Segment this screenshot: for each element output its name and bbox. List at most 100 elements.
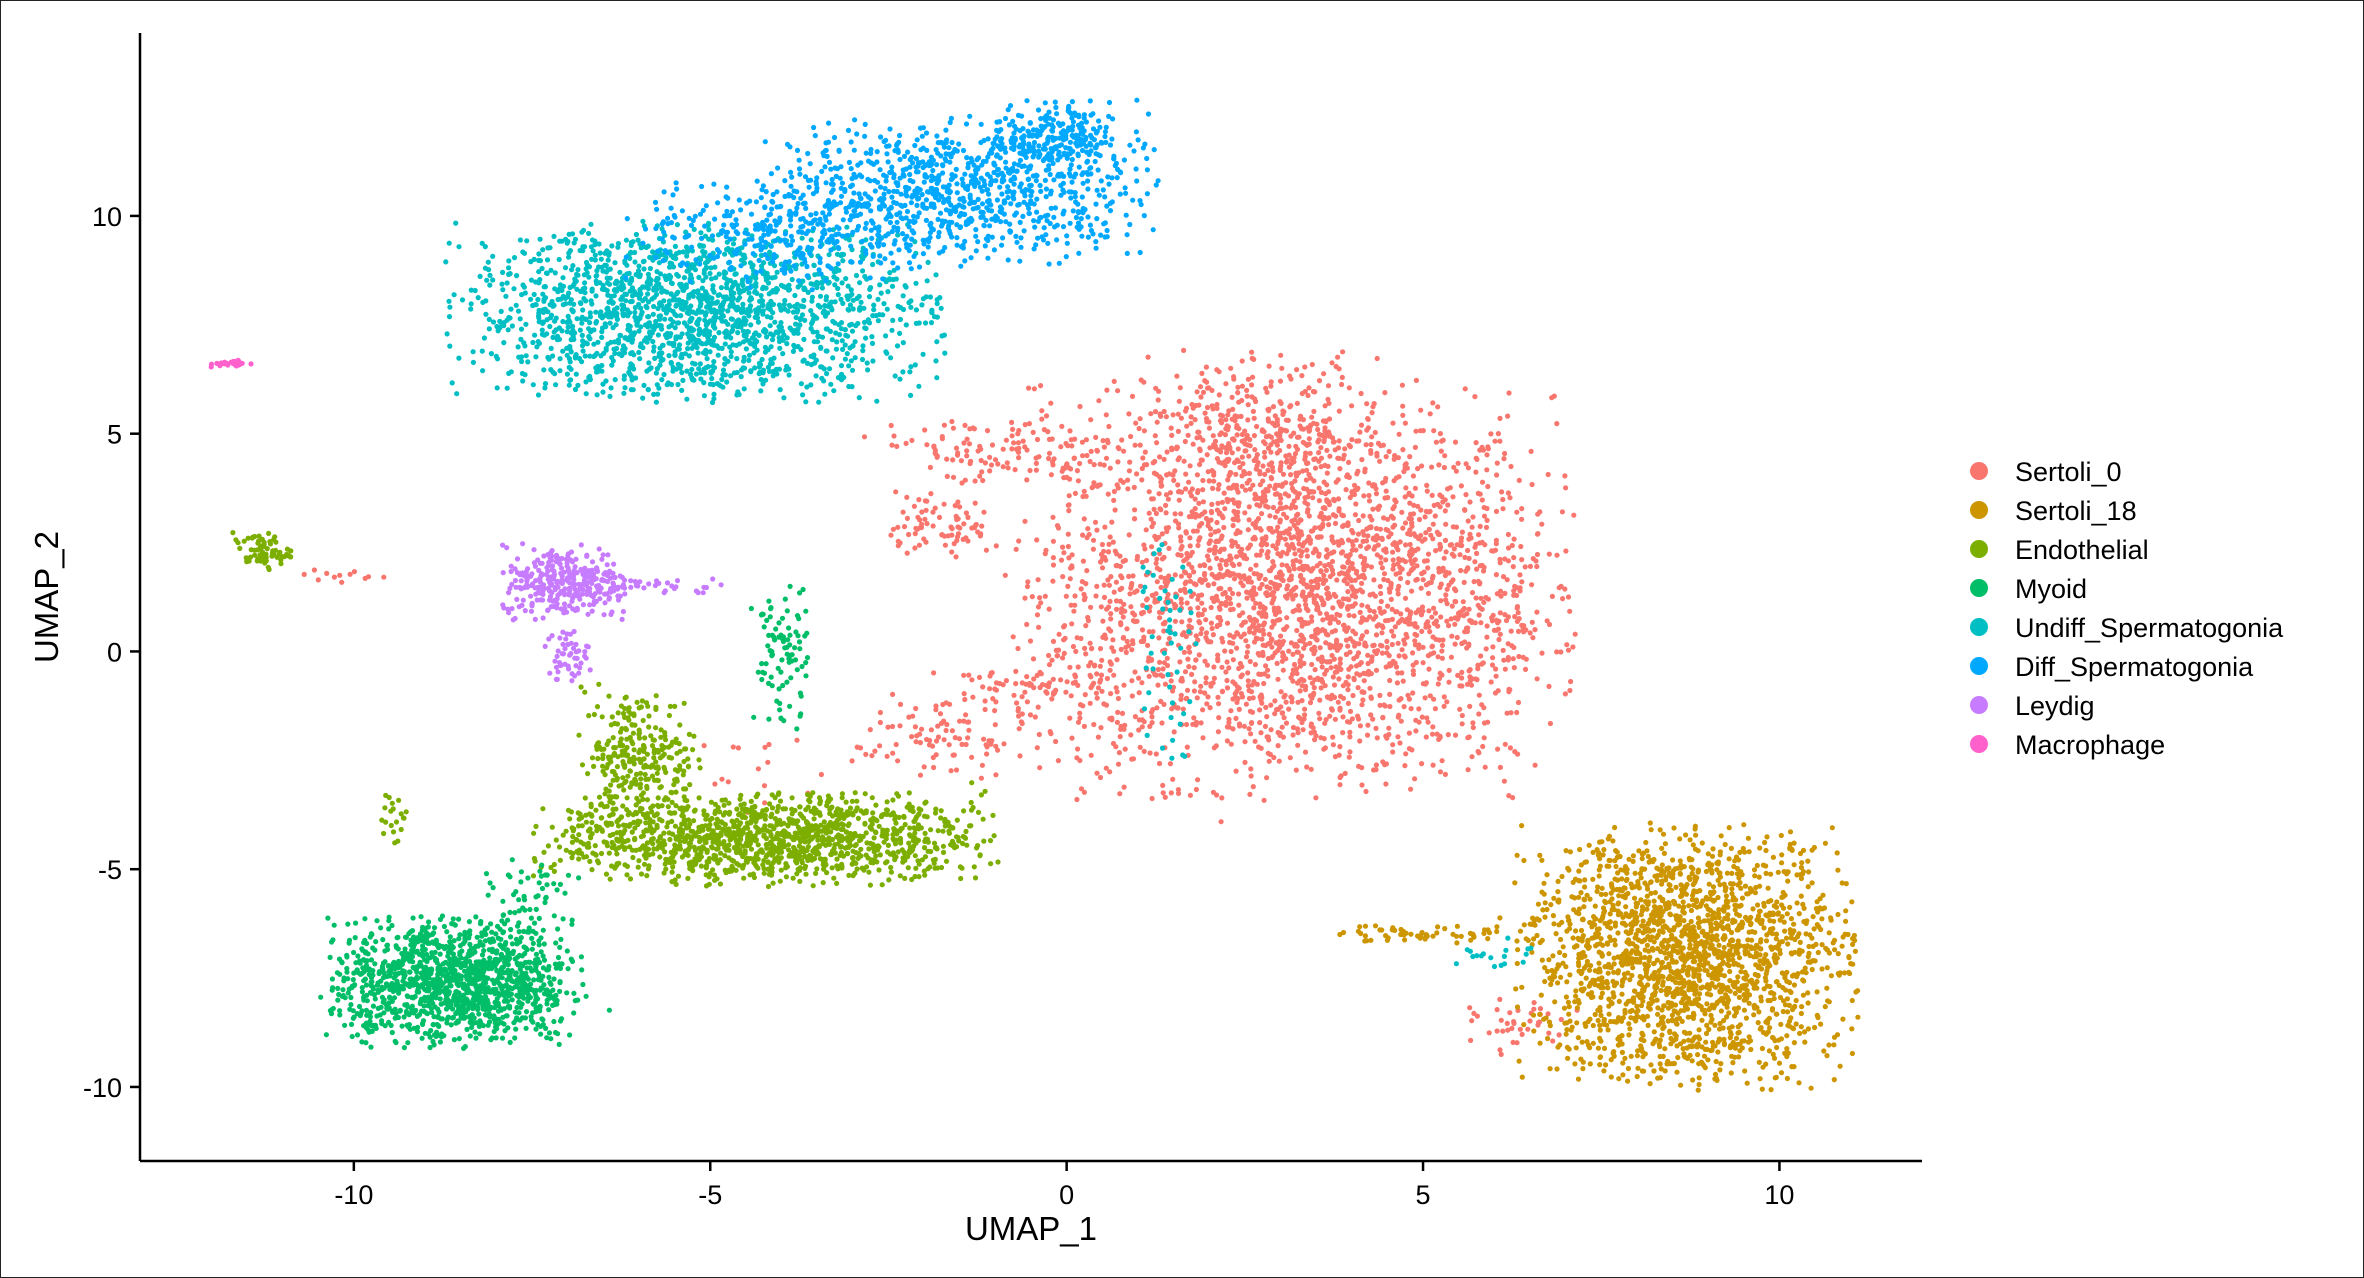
data-point (1132, 618, 1138, 625)
data-point (1309, 633, 1315, 640)
data-point (1542, 900, 1548, 906)
data-point (1501, 778, 1507, 784)
data-point (1628, 922, 1634, 928)
data-point (1517, 588, 1523, 594)
data-point (1050, 514, 1056, 520)
data-point (1193, 633, 1199, 639)
data-point (1146, 673, 1152, 679)
data-point (1774, 1044, 1780, 1051)
data-point (1279, 505, 1285, 511)
data-point (1334, 647, 1340, 653)
data-point (1425, 551, 1432, 557)
data-point (922, 498, 929, 504)
data-point (1535, 901, 1541, 907)
data-point (1549, 593, 1555, 600)
data-point (1429, 614, 1435, 620)
data-point (1058, 444, 1064, 450)
data-point (1197, 384, 1204, 390)
data-point (877, 709, 884, 716)
data-point (1093, 690, 1099, 696)
data-point (1180, 706, 1186, 712)
data-point (1410, 690, 1416, 696)
data-point (1153, 751, 1159, 757)
data-point (1015, 645, 1021, 652)
data-point (1432, 610, 1439, 616)
data-point (1284, 515, 1290, 521)
data-point (1394, 609, 1400, 615)
data-point (1312, 525, 1318, 531)
data-point (1549, 395, 1555, 401)
data-point (1529, 619, 1535, 625)
data-point (1414, 563, 1420, 569)
data-point (1612, 923, 1618, 929)
data-point (1047, 729, 1053, 735)
data-point (1498, 1017, 1504, 1023)
data-point (1201, 607, 1207, 613)
data-point (1287, 576, 1293, 582)
data-point (1115, 388, 1121, 394)
data-point (1080, 558, 1086, 564)
data-point (1309, 614, 1315, 620)
data-point (1395, 620, 1402, 626)
data-point (943, 727, 949, 734)
data-point (1511, 536, 1517, 542)
data-point (1154, 705, 1160, 711)
data-point (1209, 468, 1215, 474)
data-point (1067, 428, 1073, 434)
data-point (1214, 367, 1220, 373)
data-point (1073, 648, 1079, 655)
data-point (1370, 404, 1376, 410)
data-point (1441, 703, 1447, 709)
data-point (1435, 654, 1441, 660)
data-point (1157, 615, 1163, 621)
data-point (1349, 403, 1355, 409)
data-point (1268, 579, 1274, 585)
data-point (1335, 354, 1341, 360)
data-point (1628, 1015, 1634, 1021)
data-point (1544, 872, 1550, 878)
data-point (1484, 634, 1490, 640)
data-point (1200, 389, 1207, 395)
data-point (959, 480, 965, 486)
data-point (1583, 975, 1589, 981)
data-point (1553, 931, 1559, 937)
data-point (872, 748, 878, 754)
data-point (1214, 623, 1220, 629)
data-point (1424, 558, 1430, 564)
data-point (1203, 675, 1209, 681)
data-point (1183, 486, 1189, 492)
data-point (1178, 596, 1184, 602)
data-point (1373, 725, 1379, 732)
data-point (1216, 701, 1222, 707)
data-point (1493, 673, 1499, 679)
data-point (1345, 700, 1351, 707)
data-point (1250, 374, 1256, 380)
data-point (1237, 464, 1243, 471)
data-point (1358, 553, 1364, 560)
data-point (1265, 416, 1271, 422)
data-point (1405, 579, 1411, 586)
data-point (1418, 507, 1424, 513)
data-point (1259, 694, 1265, 701)
data-point (909, 734, 915, 740)
data-point (1659, 1032, 1665, 1038)
data-point (1402, 595, 1409, 601)
data-point (1094, 671, 1100, 677)
data-point (869, 753, 875, 759)
data-point (1772, 944, 1778, 950)
data-point (1408, 706, 1414, 712)
data-point (1146, 629, 1152, 635)
data-point (1200, 499, 1206, 505)
data-point (1165, 496, 1171, 502)
data-point (1375, 535, 1381, 541)
data-point (1802, 1039, 1808, 1045)
data-point (1385, 617, 1391, 624)
data-point (1238, 580, 1244, 586)
data-point (1191, 715, 1197, 721)
data-point (1094, 527, 1100, 533)
data-point (1065, 583, 1071, 590)
data-point (1218, 617, 1224, 624)
data-point (1393, 571, 1399, 577)
data-point (1577, 846, 1583, 853)
data-point (1296, 491, 1302, 497)
